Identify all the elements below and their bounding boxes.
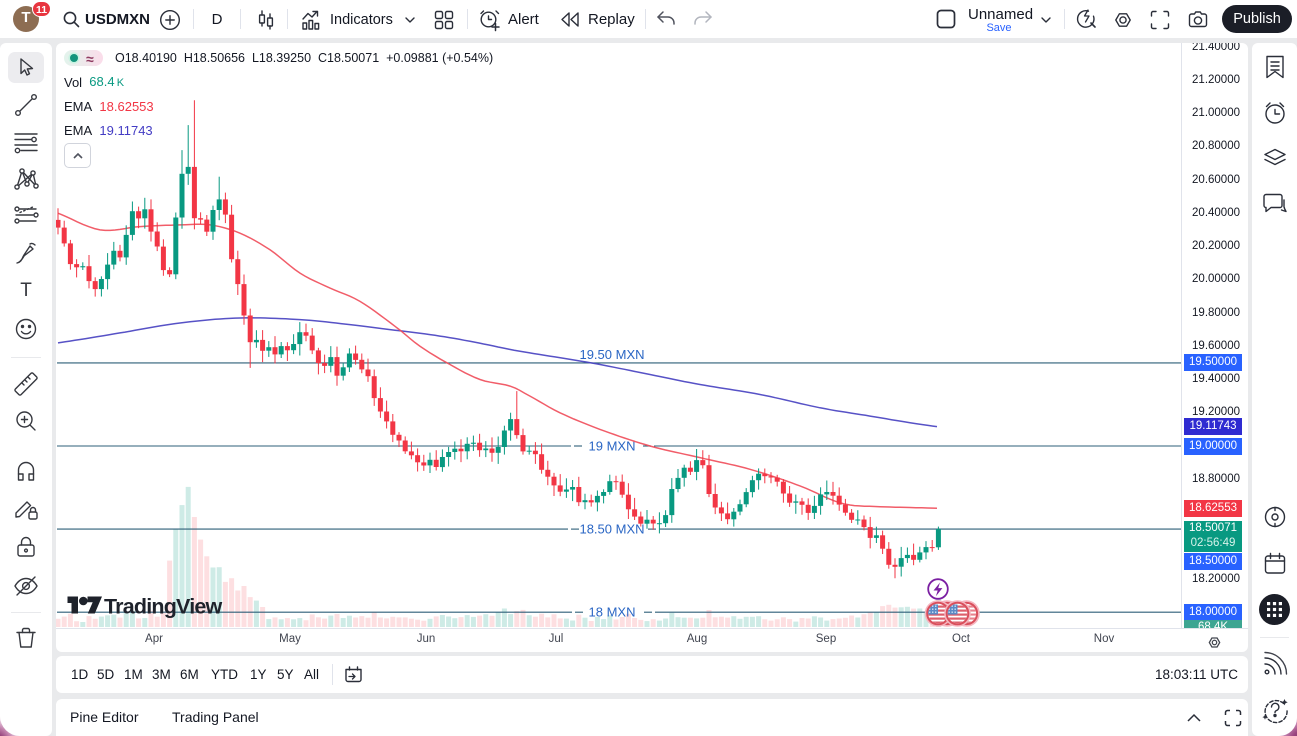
svg-text:TradingView: TradingView	[104, 595, 223, 619]
svg-text:19.50 MXN: 19.50 MXN	[579, 347, 644, 362]
svg-text:19 MXN: 19 MXN	[589, 439, 636, 454]
svg-text:18.50 MXN: 18.50 MXN	[579, 522, 644, 537]
svg-text:18 MXN: 18 MXN	[589, 605, 636, 620]
